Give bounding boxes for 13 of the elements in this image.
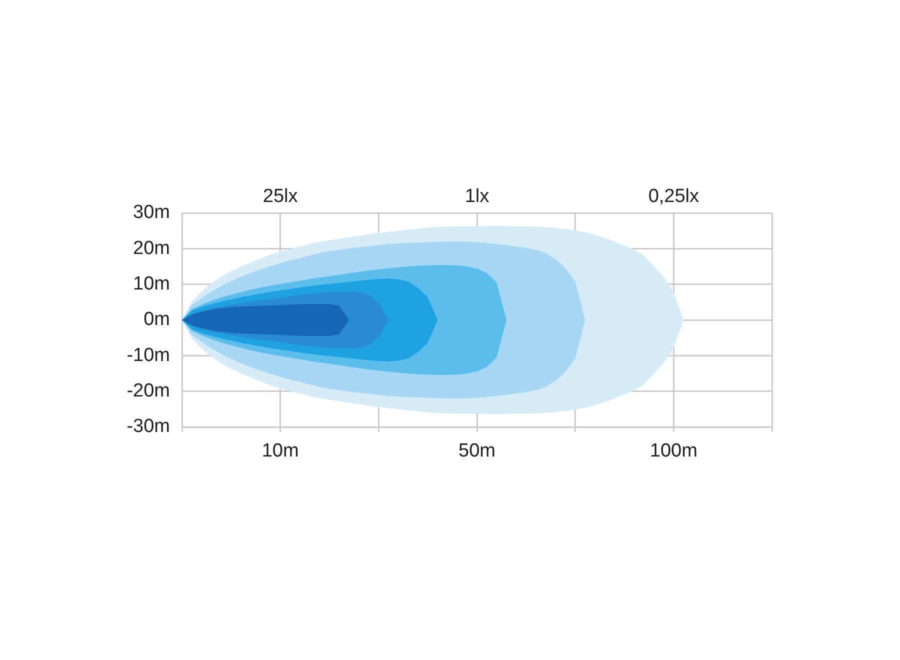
y-tick-label: 20m [133,238,170,259]
x-tick-label: 10m [262,440,299,462]
x-tick-label: 50m [458,440,496,462]
text: 0,25lx [648,186,700,207]
y-tick-label: -10m [126,344,170,366]
y-tick-label: -20m [126,380,170,402]
y-tick-label: -30m [126,416,170,438]
y-tick-label: 30m [133,202,170,224]
text: 25lx [262,186,298,207]
text: 1lx [464,186,490,207]
y-tick-label: 0m [144,309,170,330]
x-tick-label: 100m [650,440,698,462]
y-tick-label: 10m [133,274,170,295]
